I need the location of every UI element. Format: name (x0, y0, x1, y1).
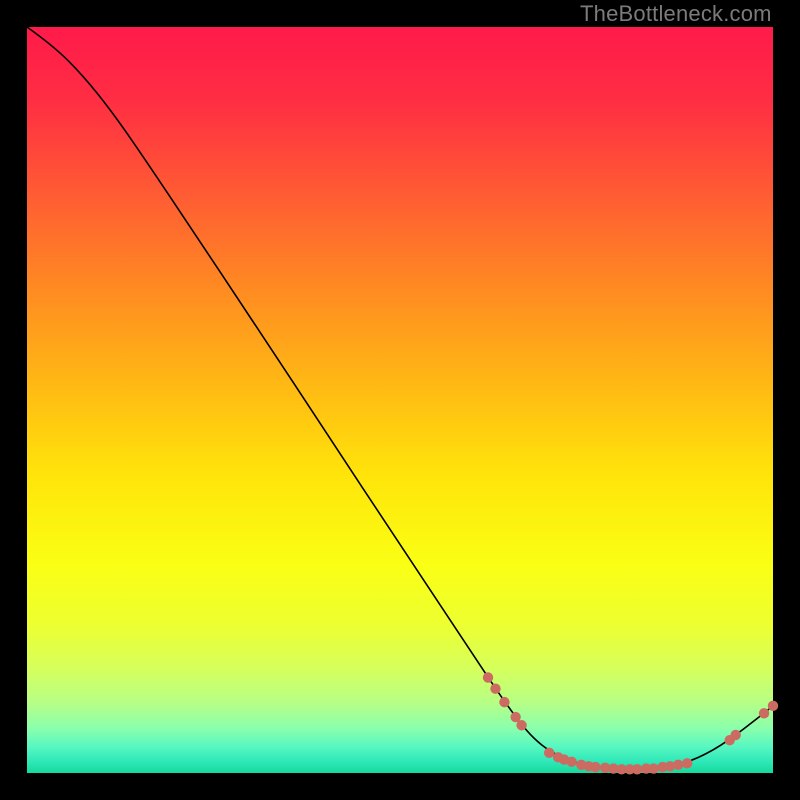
marker-dot (516, 720, 526, 730)
marker-dot (590, 762, 600, 772)
marker-dot (499, 697, 509, 707)
marker-dot (682, 758, 692, 768)
chart-svg (0, 0, 800, 800)
marker-dot (731, 730, 741, 740)
marker-dot (673, 760, 683, 770)
plot-gradient-background (27, 27, 773, 773)
marker-dot (648, 763, 658, 773)
marker-dot (759, 708, 769, 718)
marker-dot (544, 748, 554, 758)
watermark-text: TheBottleneck.com (580, 1, 772, 27)
marker-dot (632, 764, 642, 774)
marker-dot (768, 701, 778, 711)
marker-dot (483, 672, 493, 682)
marker-dot (566, 757, 576, 767)
marker-dot (490, 684, 500, 694)
